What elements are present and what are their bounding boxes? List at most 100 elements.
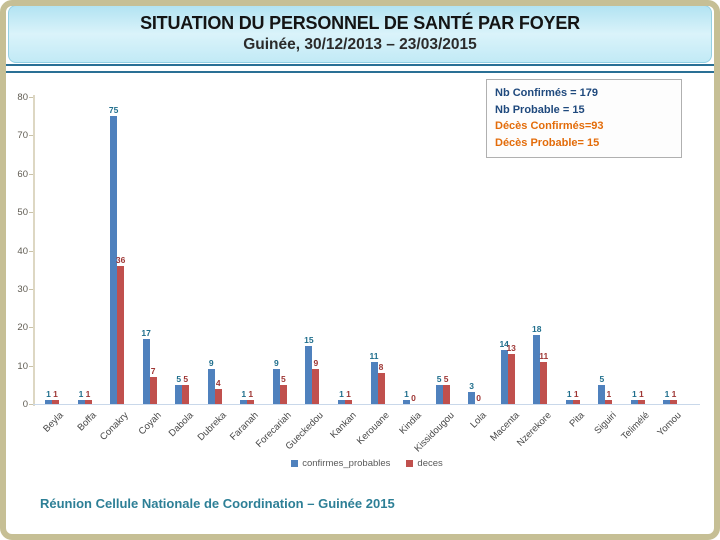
y-tick-70 [29,135,33,137]
page-subtitle: Guinée, 30/12/2013 – 23/03/2015 [243,36,477,53]
y-tick-0 [29,404,33,405]
bar-confirmes_probables-Yomou [663,400,671,404]
value-label-deces-Yomou: 1 [671,389,677,399]
value-label-deces-Lola: 0 [476,393,481,403]
value-label-confirmes_probables-Yomou: 1 [664,389,670,399]
bar-confirmes_probables-Beyla [45,400,52,404]
value-label-confirmes_probables-Lola: 3 [469,381,474,391]
y-tick-label-60: 60 [17,168,28,180]
page-title: SITUATION DU PERSONNEL DE SANTÉ PAR FOYE… [140,13,580,33]
bar-deces-Kerouane [377,373,385,404]
bar-deces-Kissidougou [442,385,450,404]
legend-label-deces: deces [417,458,443,469]
bar-confirmes_probables-Forecariah [272,369,280,404]
value-label-deces-Telimélé: 1 [639,389,644,399]
bar-deces-Siguiri [605,400,613,404]
footer-text: Réunion Cellule Nationale de Coordinatio… [40,496,395,511]
bar-confirmes_probables-Dubreka [207,369,215,404]
summary-info-box: Nb Confirmés = 179 Nb Probable = 15 Décès … [486,79,682,158]
bar-confirmes_probables-Dabola [175,385,183,404]
y-tick-10 [29,365,33,367]
value-label-deces-Dabola: 5 [183,374,189,384]
bar-confirmes_probables-Kerouane [370,362,378,404]
bar-deces-Faranah [247,400,255,404]
value-label-deces-Macenta: 13 [506,343,516,353]
value-label-deces-Coyah: 7 [150,366,156,376]
value-label-confirmes_probables-Telimélé: 1 [632,389,637,399]
bar-confirmes_probables-Siguiri [598,385,606,404]
value-label-deces-Gueckedou: 9 [313,358,319,368]
value-label-deces-Kerouane: 8 [378,362,384,372]
y-tick-label-40: 40 [17,245,28,257]
bar-deces-Macenta [507,354,515,404]
value-label-confirmes_probables-Gueckedou: 15 [304,335,314,345]
value-label-deces-Kindia: 0 [411,393,416,403]
bar-deces-Dabola [182,385,190,404]
value-label-confirmes_probables-Forecariah: 9 [273,358,279,368]
value-label-confirmes_probables-Boffa: 1 [78,389,84,399]
value-label-confirmes_probables-Conakry: 75 [108,105,119,115]
bar-confirmes_probables-Nzerekore [533,335,541,404]
value-label-confirmes_probables-Dabola: 5 [176,374,182,384]
value-label-deces-Faranah: 1 [248,389,254,399]
info-line-0: Nb Confirmés = 179 [495,87,599,99]
value-label-deces-Siguiri: 1 [606,389,612,399]
y-tick-50 [29,212,33,214]
x-axis-line [33,404,700,405]
bar-confirmes_probables-Coyah [142,339,150,404]
bar-deces-Beyla [52,400,59,404]
y-tick-40 [29,250,33,252]
y-tick-label-20: 20 [17,322,28,334]
legend-swatch-deces [406,460,414,467]
value-label-confirmes_probables-Kerouane: 11 [369,351,379,361]
value-label-confirmes_probables-Faranah: 1 [241,389,247,399]
y-tick-label-70: 70 [17,130,28,142]
bar-confirmes_probables-Pita [565,400,573,404]
value-label-confirmes_probables-Dubreka: 9 [208,358,214,368]
value-label-deces-Kissidougou: 5 [443,374,449,384]
y-tick-20 [29,327,33,329]
bar-deces-Gueckedou [312,369,320,404]
bar-deces-Yomou [670,400,678,404]
legend-swatch-confirmes_probables [291,460,299,467]
y-tick-label-50: 50 [17,207,28,219]
y-tick-label-30: 30 [17,283,28,295]
header-divider [6,64,714,73]
value-label-deces-Kankan: 1 [346,389,351,399]
bar-confirmes_probables-Macenta [500,350,508,404]
y-tick-label-10: 10 [17,360,28,372]
value-label-confirmes_probables-Pita: 1 [566,389,572,399]
info-line-3: Décès Probable= 15 [495,136,600,149]
value-label-confirmes_probables-Coyah: 17 [141,328,151,338]
bar-deces-Conakry [117,266,125,404]
y-tick-80 [29,97,33,98]
info-line-1: Nb Probable = 15 [495,103,585,116]
y-tick-label-0: 0 [22,399,28,410]
bar-deces-Boffa [84,400,92,404]
value-label-confirmes_probables-Macenta: 14 [499,339,509,349]
bar-deces-Telimélé [637,400,645,404]
bar-confirmes_probables-Conakry [110,116,118,404]
bar-deces-Pita [572,400,580,404]
value-label-deces-Boffa: 1 [85,389,91,399]
legend-label-confirmes_probables: confirmes_probables [302,458,391,469]
value-label-deces-Beyla: 1 [53,389,58,399]
bar-confirmes_probables-Telimélé [630,400,638,404]
value-label-deces-Nzerekore: 11 [539,351,549,361]
value-label-confirmes_probables-Kankan: 1 [339,389,344,399]
value-label-confirmes_probables-Nzerekore: 18 [532,324,542,334]
bar-deces-Nzerekore [540,362,548,404]
bar-deces-Dubreka [214,389,222,404]
bar-confirmes_probables-Kankan [337,400,345,404]
value-label-confirmes_probables-Beyla: 1 [46,389,51,399]
value-label-confirmes_probables-Kissidougou: 5 [436,374,442,384]
legend-item-confirmes_probables: confirmes_probables [291,458,390,469]
value-label-confirmes_probables-Siguiri: 5 [599,374,605,384]
value-label-deces-Forecariah: 5 [280,374,286,384]
bar-confirmes_probables-Kindia [403,400,411,404]
bar-deces-Kankan [344,400,352,404]
bar-confirmes_probables-Lola [468,392,476,404]
value-label-deces-Conakry: 36 [115,255,126,265]
